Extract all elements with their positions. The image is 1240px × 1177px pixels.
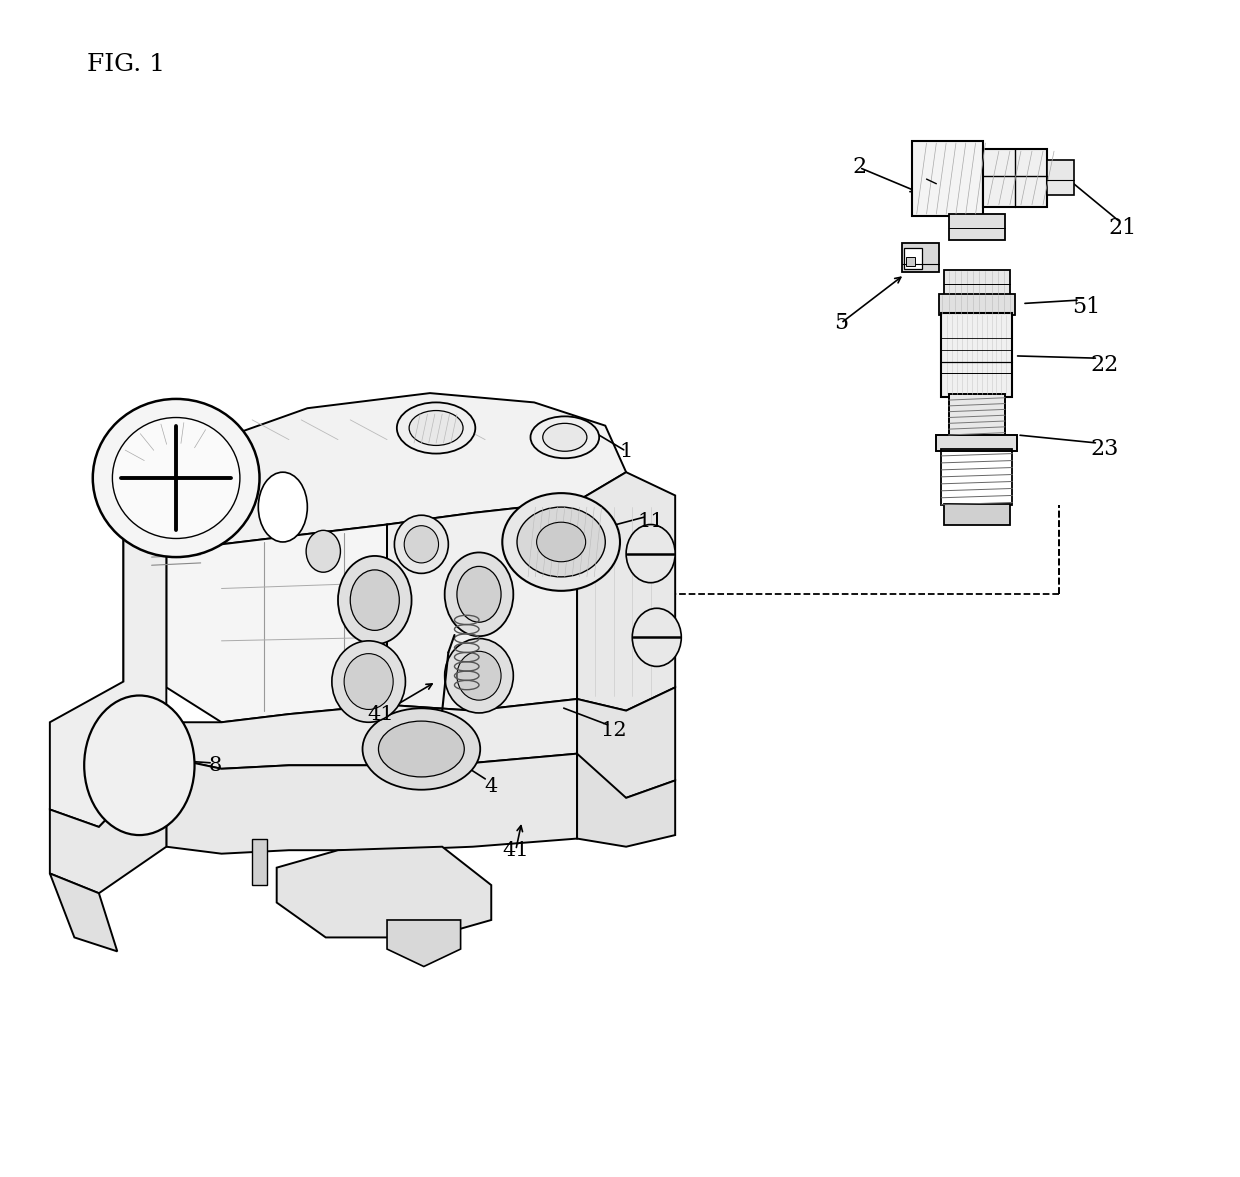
Ellipse shape (332, 640, 405, 723)
Ellipse shape (517, 507, 605, 577)
Ellipse shape (84, 696, 195, 834)
Ellipse shape (350, 570, 399, 631)
Ellipse shape (445, 552, 513, 637)
Polygon shape (166, 699, 577, 769)
Bar (905, 257, 915, 266)
Polygon shape (277, 846, 491, 937)
Ellipse shape (626, 525, 675, 583)
Circle shape (113, 418, 239, 539)
Text: 2: 2 (852, 157, 867, 179)
Text: 41: 41 (367, 705, 394, 724)
Bar (936, 435, 1017, 451)
Text: 41: 41 (502, 840, 529, 859)
Ellipse shape (306, 531, 341, 572)
Polygon shape (50, 873, 118, 951)
Bar (904, 247, 921, 268)
Polygon shape (387, 501, 577, 711)
Polygon shape (577, 687, 675, 798)
Ellipse shape (339, 556, 412, 644)
Ellipse shape (394, 516, 449, 573)
Polygon shape (911, 141, 983, 217)
Ellipse shape (258, 472, 308, 541)
Bar (901, 244, 939, 272)
Ellipse shape (445, 638, 513, 713)
Text: 5: 5 (833, 312, 848, 334)
Ellipse shape (404, 526, 439, 563)
Ellipse shape (502, 493, 620, 591)
Polygon shape (124, 525, 166, 687)
Text: 12: 12 (600, 720, 627, 740)
Bar (944, 504, 1009, 525)
Ellipse shape (345, 653, 393, 710)
Ellipse shape (409, 411, 463, 445)
Text: 11: 11 (637, 512, 665, 531)
Ellipse shape (456, 651, 501, 700)
Bar (944, 270, 1009, 295)
Bar (941, 448, 1012, 505)
Bar (252, 838, 267, 885)
Ellipse shape (362, 709, 480, 790)
Text: 23: 23 (1090, 438, 1118, 460)
Bar (949, 214, 1004, 240)
Text: 8: 8 (208, 756, 222, 774)
Text: 22: 22 (1090, 354, 1118, 377)
Bar (939, 294, 1014, 315)
Ellipse shape (397, 403, 475, 453)
Ellipse shape (456, 566, 501, 623)
Bar (941, 313, 1012, 397)
Ellipse shape (531, 417, 599, 458)
Circle shape (93, 399, 259, 557)
Polygon shape (577, 753, 675, 846)
Polygon shape (166, 525, 387, 723)
Text: 51: 51 (1071, 297, 1100, 318)
Polygon shape (124, 393, 626, 544)
Polygon shape (50, 525, 166, 827)
Text: FIG. 1: FIG. 1 (87, 53, 165, 75)
Bar (949, 394, 1004, 438)
Polygon shape (166, 753, 577, 853)
Bar (1047, 160, 1074, 195)
Text: 4: 4 (485, 777, 498, 796)
Polygon shape (983, 148, 1047, 207)
Ellipse shape (378, 722, 464, 777)
Ellipse shape (543, 424, 587, 451)
Ellipse shape (537, 523, 585, 561)
Text: 21: 21 (1109, 217, 1137, 239)
Polygon shape (577, 472, 675, 711)
Text: 1: 1 (620, 441, 632, 460)
Ellipse shape (632, 609, 681, 666)
Polygon shape (387, 920, 460, 966)
Polygon shape (50, 757, 166, 893)
